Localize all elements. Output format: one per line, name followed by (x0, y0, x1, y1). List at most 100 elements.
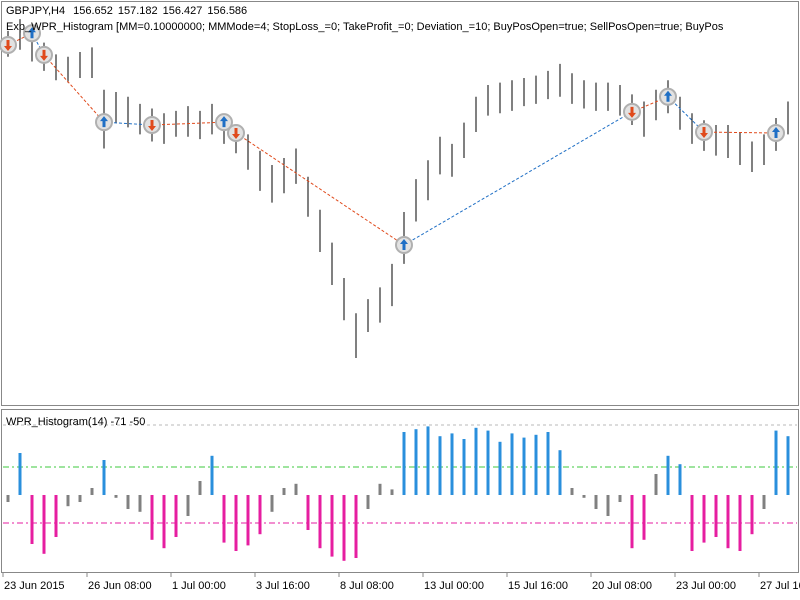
histogram-bar (66, 495, 70, 507)
histogram-bar (678, 464, 682, 495)
histogram-bar (402, 432, 406, 495)
histogram-bar (738, 495, 742, 551)
histogram-bar (258, 495, 262, 535)
trade-arrow (100, 116, 108, 128)
trade-arrow (700, 127, 708, 139)
ohlc-value: 156.427 (163, 5, 203, 17)
histogram-bar (330, 495, 334, 557)
histogram-bar (126, 495, 130, 509)
indicator-layer (2, 424, 797, 577)
trade-arrow (28, 27, 36, 39)
x-tick-label: 20 Jul 08:00 (592, 580, 652, 592)
histogram-bar (18, 453, 22, 495)
x-tick-label: 23 Jul 00:00 (676, 580, 736, 592)
histogram-bar (186, 495, 190, 516)
histogram-bar (774, 430, 778, 495)
histogram-bar (582, 495, 586, 498)
trade-arrow (148, 120, 156, 131)
trade-arrow (400, 239, 408, 250)
trade-line (151, 121, 225, 126)
histogram-bar (270, 495, 274, 512)
histogram-bar (210, 455, 214, 495)
histogram-bar (618, 495, 622, 502)
histogram-bar (378, 483, 382, 495)
ohlc-value: 157.182 (118, 5, 158, 17)
histogram-bar (354, 495, 358, 558)
x-tick-label: 23 Jun 2015 (4, 580, 65, 592)
histogram-bar (30, 495, 34, 544)
trade-arrow (220, 116, 228, 128)
x-tick-label: 26 Jun 08:00 (88, 580, 152, 592)
ohlc-value: 156.586 (207, 5, 247, 17)
x-tick-label: 13 Jul 00:00 (424, 580, 484, 592)
histogram-bar (78, 495, 82, 502)
histogram-bar (414, 429, 418, 495)
histogram-bar (306, 495, 310, 530)
histogram-bar (486, 430, 490, 495)
histogram-bar (690, 495, 694, 551)
x-tick-label: 1 Jul 00:00 (172, 580, 226, 592)
histogram-bar (462, 439, 466, 495)
histogram-bar (222, 495, 226, 543)
histogram-bar (342, 495, 346, 561)
histogram-bar (510, 433, 514, 495)
histogram-bar (198, 481, 202, 495)
histogram-bar (282, 488, 286, 495)
x-tick-label: 15 Jul 16:00 (508, 580, 568, 592)
histogram-bar (246, 495, 250, 546)
x-tick-label: 8 Jul 08:00 (340, 580, 394, 592)
histogram-bar (714, 495, 718, 537)
expert-subtitle: Exp_WPR_Histogram [MM=0.10000000; MMMode… (6, 21, 724, 33)
histogram-bar (366, 495, 370, 509)
histogram-bar (174, 495, 178, 537)
histogram-bar (594, 495, 598, 509)
ohlc-value: 156.652 (73, 5, 113, 17)
histogram-bar (114, 495, 118, 498)
trade-arrow (772, 127, 780, 138)
histogram-bar (570, 488, 574, 495)
histogram-bar (666, 455, 670, 495)
x-tick-label: 3 Jul 16:00 (256, 580, 310, 592)
indicator-panel (1, 409, 799, 573)
histogram-bar (558, 450, 562, 495)
trade-arrow (628, 106, 636, 118)
symbol: GBPJPY,H4 (6, 5, 65, 17)
histogram-bar (702, 495, 706, 543)
histogram-bar (318, 495, 322, 549)
price-panel (1, 1, 799, 406)
trade-arrow (4, 40, 12, 51)
histogram-bar (426, 426, 430, 495)
trade-arrow (664, 90, 672, 102)
histogram-bar (138, 495, 142, 512)
histogram-bar (102, 460, 106, 495)
trade-line (43, 54, 105, 123)
trade-line (703, 131, 777, 134)
histogram-bar (606, 495, 610, 516)
histogram-bar (438, 436, 442, 495)
histogram-bar (750, 495, 754, 535)
indicator-title: WPR_Histogram(14) -71 -50 (6, 416, 145, 428)
trade-line (235, 132, 405, 246)
histogram-bar (534, 434, 538, 495)
histogram-bar (6, 495, 10, 502)
histogram-bar (654, 474, 658, 495)
histogram-bar (474, 427, 478, 495)
histogram-bar (786, 436, 790, 495)
histogram-bar (390, 489, 394, 495)
histogram-bar (522, 437, 526, 495)
x-tick-label: 27 Jul 16:00 (760, 580, 800, 592)
trade-arrow (232, 128, 240, 139)
histogram-bar (150, 495, 154, 540)
histogram-bar (294, 483, 298, 495)
histogram-bar (498, 441, 502, 495)
trade-line (403, 111, 633, 246)
trade-arrow (40, 49, 48, 61)
histogram-bar (234, 495, 238, 551)
price-layer (0, 19, 789, 358)
histogram-bar (726, 495, 730, 549)
histogram-bar (642, 495, 646, 540)
histogram-bar (546, 432, 550, 495)
